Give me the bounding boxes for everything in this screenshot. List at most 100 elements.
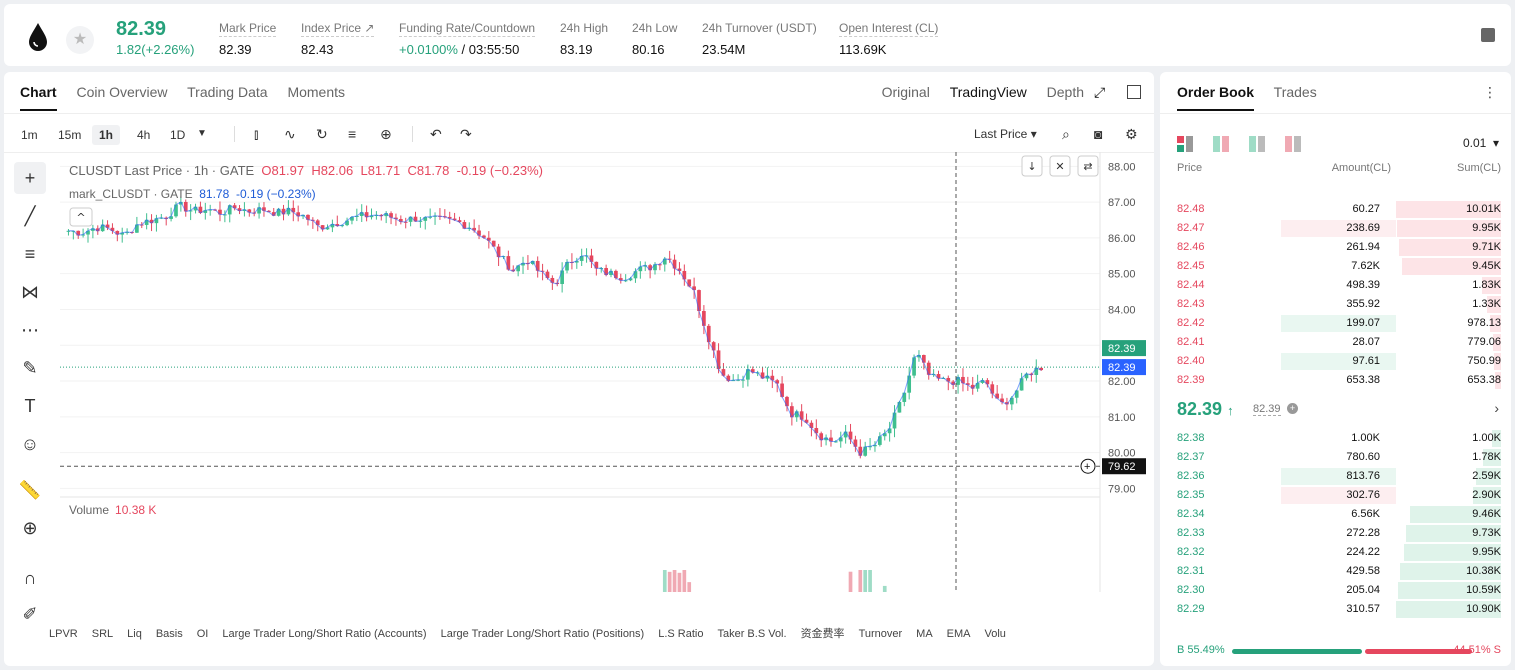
scroll-down-icon-frame[interactable] <box>1021 155 1043 177</box>
tf-1m[interactable]: 1m <box>21 128 38 142</box>
indicator-12[interactable]: EMA <box>946 628 971 640</box>
candle-body <box>398 218 403 222</box>
camera-icon[interactable]: ◙ <box>1094 126 1103 142</box>
pattern-tool-icon[interactable]: ⋈ <box>21 282 39 302</box>
indicator-7[interactable]: L.S Ratio <box>658 628 704 640</box>
bid-row[interactable]: 82.33 272.28 9.73K <box>1160 524 1511 543</box>
bid-row[interactable]: 82.29 310.57 10.90K <box>1160 600 1511 619</box>
ask-row[interactable]: 82.41 28.07 779.06 <box>1160 333 1511 352</box>
notebook-icon[interactable] <box>1481 28 1495 42</box>
fib-tool-icon[interactable]: ⋯ <box>21 320 39 340</box>
indicator-0[interactable]: LPVR <box>49 628 78 640</box>
horizontal-lines-tool-icon[interactable]: ≡ <box>24 244 36 264</box>
view-original[interactable]: Original <box>881 84 930 100</box>
price-source-select[interactable]: Last Price ▾ <box>974 127 1037 141</box>
candle-body <box>614 270 618 279</box>
indicator-9[interactable]: 资金费率 <box>800 628 845 640</box>
view-tradingview[interactable]: TradingView <box>949 84 1027 100</box>
undo-icon[interactable]: ↶ <box>430 126 442 142</box>
collapse-legend-frame[interactable] <box>69 207 93 227</box>
more-options-icon[interactable]: ⋮ <box>1483 84 1497 100</box>
redo-icon[interactable]: ↷ <box>460 126 472 142</box>
tab-trades[interactable]: Trades <box>1273 84 1317 100</box>
book-bids-icon[interactable] <box>1213 136 1229 152</box>
tab-chart[interactable]: Chart <box>20 84 57 111</box>
indicator-10[interactable]: Turnover <box>858 628 903 640</box>
zoom-tool-icon[interactable]: ⊕ <box>22 518 38 538</box>
indicator-2[interactable]: Liq <box>127 628 142 640</box>
ask-row[interactable]: 82.39 653.38 653.38 <box>1160 371 1511 390</box>
tab-moments[interactable]: Moments <box>287 84 346 100</box>
bid-row[interactable]: 82.35 302.76 2.90K <box>1160 486 1511 505</box>
ruler-tool-icon[interactable]: 📏 <box>18 480 42 500</box>
add-alert-icon[interactable] <box>1080 458 1096 474</box>
magnet-tool-icon[interactable]: ∩ <box>23 568 37 588</box>
replay-icon[interactable]: ↻ <box>316 126 328 142</box>
bid-row[interactable]: 82.36 813.76 2.59K <box>1160 467 1511 486</box>
indicator-8[interactable]: Taker B.S Vol. <box>717 628 787 640</box>
scroll-down-icon[interactable]: ↓ <box>1027 160 1036 173</box>
chevron-right-icon[interactable]: › <box>1494 400 1499 416</box>
favorite-star-icon[interactable]: ★ <box>66 26 94 54</box>
swap-pane-icon-frame[interactable] <box>1077 155 1099 177</box>
crosshair-tool-icon[interactable]: + <box>14 162 46 194</box>
bid-row[interactable]: 82.38 1.00K 1.00K <box>1160 429 1511 448</box>
ask-row[interactable]: 82.48 60.27 10.01K <box>1160 200 1511 219</box>
ask-row[interactable]: 82.46 261.94 9.71K <box>1160 238 1511 257</box>
chevron-up-icon[interactable]: ^ <box>76 211 85 224</box>
indicators-icon[interactable]: ∿ <box>284 126 296 142</box>
brush-tool-icon[interactable]: ✎ <box>22 358 38 378</box>
precision-select[interactable]: 0.01 ▾ <box>1462 136 1499 150</box>
tab-trading-data[interactable]: Trading Data <box>187 84 268 100</box>
book-green-icon[interactable] <box>1249 136 1265 152</box>
draw-lock-tool-icon[interactable]: ✐ <box>22 604 38 624</box>
stat-index-price[interactable]: Index Price ↗ 82.43 <box>301 21 375 57</box>
text-tool-icon[interactable]: T <box>24 396 36 416</box>
close-pane-icon[interactable]: ✕ <box>1055 160 1064 173</box>
book-both-icon[interactable] <box>1177 136 1193 152</box>
tab-coin-overview[interactable]: Coin Overview <box>76 84 168 100</box>
view-depth[interactable]: Depth <box>1046 84 1084 100</box>
tf-1d[interactable]: 1D <box>170 128 186 142</box>
expand-icon[interactable]: ⤢ <box>1094 84 1106 100</box>
indicator-1[interactable]: SRL <box>91 628 114 640</box>
price-chart[interactable]: 88.0087.0086.0085.0084.0083.0082.0081.00… <box>60 152 1154 592</box>
tf-4h[interactable]: 4h <box>137 128 151 142</box>
window-icon[interactable] <box>1127 85 1141 99</box>
indicator-13[interactable]: Volu <box>984 628 1006 640</box>
tab-order-book[interactable]: Order Book <box>1177 84 1255 111</box>
gear-icon[interactable]: ⚙ <box>1125 126 1138 142</box>
ask-row[interactable]: 82.40 97.61 750.99 <box>1160 352 1511 371</box>
trendline-tool-icon[interactable]: ╱ <box>24 206 36 226</box>
candle-body <box>340 225 345 227</box>
close-pane-icon-frame[interactable] <box>1049 155 1071 177</box>
candle-type-icon[interactable]: ⫾ <box>254 126 259 142</box>
indicator-4[interactable]: OI <box>196 628 209 640</box>
indicator-6[interactable]: Large Trader Long/Short Ratio (Positions… <box>440 628 645 640</box>
emoji-tool-icon[interactable]: ☺ <box>20 434 40 454</box>
bid-row[interactable]: 82.30 205.04 10.59K <box>1160 581 1511 600</box>
indicator-3[interactable]: Basis <box>155 628 183 640</box>
tf-1h[interactable]: 1h <box>92 125 121 145</box>
row-sum: 9.45K <box>1472 260 1501 272</box>
plus-icon[interactable]: + <box>1084 461 1090 473</box>
tf-15m[interactable]: 15m <box>58 128 82 142</box>
candle-body <box>276 208 281 216</box>
swap-pane-icon[interactable]: ⇄ <box>1083 160 1092 173</box>
indicator-11[interactable]: MA <box>916 628 933 640</box>
ask-row[interactable]: 82.44 498.39 1.83K <box>1160 276 1511 295</box>
ask-row[interactable]: 82.47 238.69 9.95K <box>1160 219 1511 238</box>
bid-row[interactable]: 82.32 224.22 9.95K <box>1160 543 1511 562</box>
bid-row[interactable]: 82.37 780.60 1.78K <box>1160 448 1511 467</box>
indicator-5[interactable]: Large Trader Long/Short Ratio (Accounts) <box>222 628 427 640</box>
ask-row[interactable]: 82.45 7.62K 9.45K <box>1160 257 1511 276</box>
ask-row[interactable]: 82.42 199.07 978.13 <box>1160 314 1511 333</box>
bid-row[interactable]: 82.31 429.58 10.38K <box>1160 562 1511 581</box>
bid-row[interactable]: 82.34 6.56K 9.46K <box>1160 505 1511 524</box>
book-asks-icon[interactable] <box>1285 136 1301 152</box>
ask-row[interactable]: 82.43 355.92 1.33K <box>1160 295 1511 314</box>
chevron-down-icon[interactable]: ▼ <box>197 128 207 139</box>
search-icon[interactable]: ⌕ <box>1062 126 1070 142</box>
templates-icon[interactable]: ≡ <box>348 126 357 142</box>
add-indicator-icon[interactable]: ⊕ <box>380 126 392 142</box>
